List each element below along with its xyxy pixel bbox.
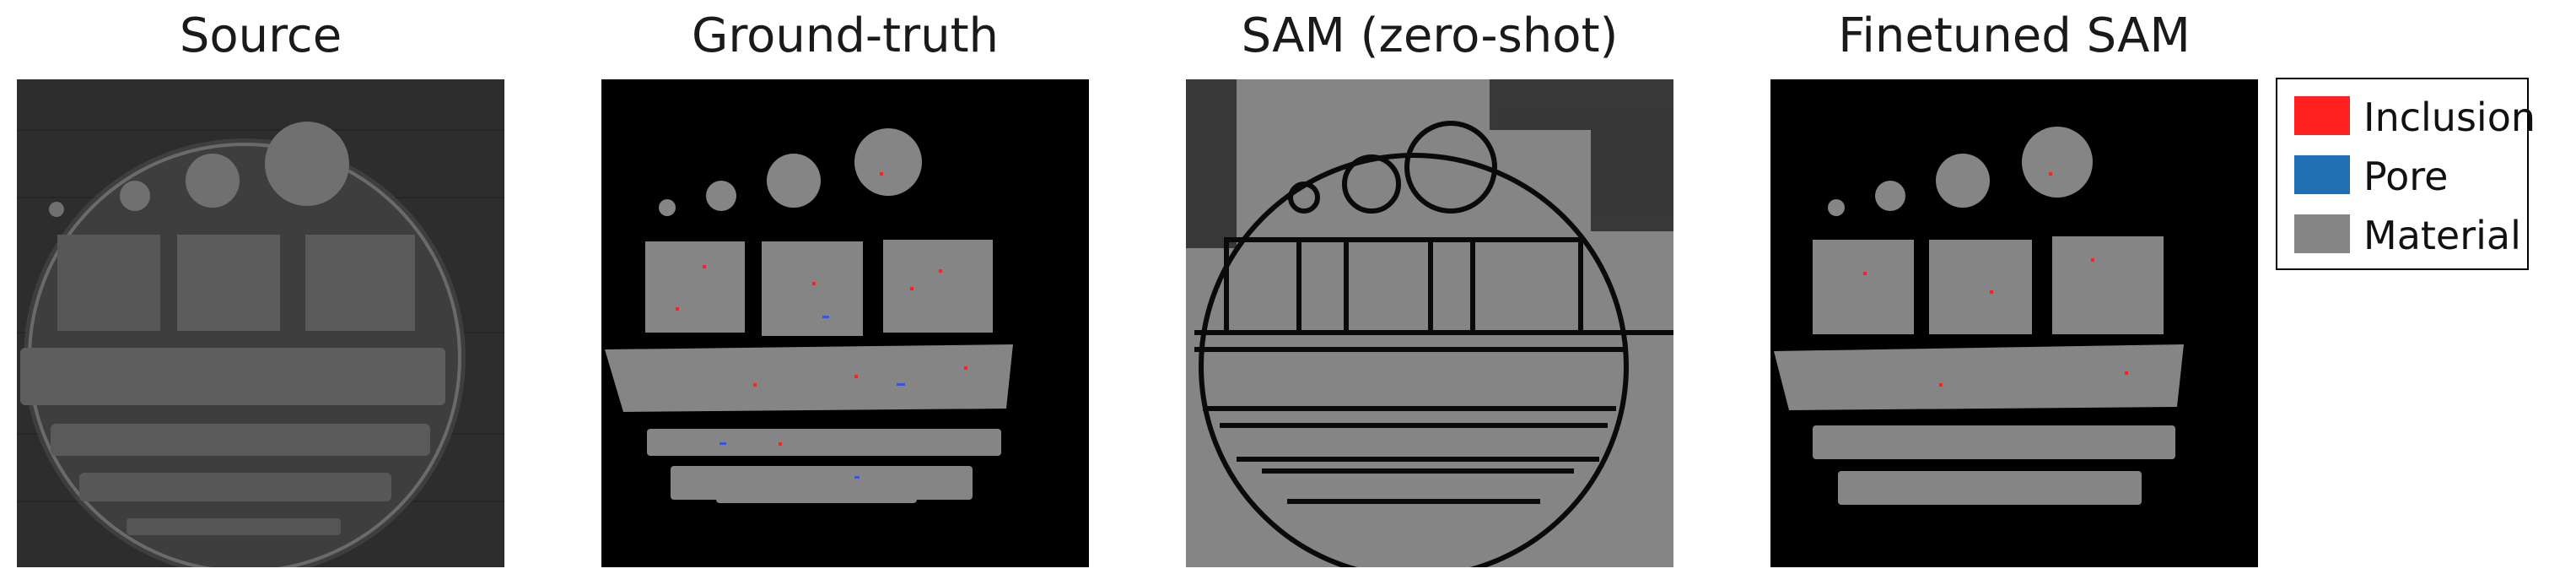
panel-ground-truth: Ground-truth <box>601 0 1089 574</box>
source-image <box>17 79 504 567</box>
panel-title-finetuned-sam: Finetuned SAM <box>1838 8 2191 63</box>
legend-item-inclusion: Inclusion <box>2294 93 2536 140</box>
legend-item-pore: Pore <box>2294 152 2522 199</box>
legend-item-material: Material <box>2294 211 2522 258</box>
panel-source: Source <box>17 0 504 574</box>
legend-swatch-material <box>2294 214 2350 253</box>
panel-title-source: Source <box>179 8 342 63</box>
legend-label-inclusion: Inclusion <box>2363 95 2536 140</box>
sam-zero-shot-image <box>1186 79 1673 567</box>
panel-title-ground-truth: Ground-truth <box>691 8 1000 63</box>
legend-label-material: Material <box>2363 213 2521 258</box>
finetuned-sam-image <box>1770 79 2258 567</box>
legend: Inclusion Pore Material <box>2276 78 2536 270</box>
panel-sam-zero-shot: SAM (zero-shot) <box>1186 0 1673 574</box>
ground-truth-image <box>601 79 1089 567</box>
panel-title-sam-zero-shot: SAM (zero-shot) <box>1241 8 1619 63</box>
legend-swatch-inclusion <box>2294 96 2350 135</box>
panel-finetuned-sam: Finetuned SAM <box>1770 0 2258 574</box>
legend-label-pore: Pore <box>2363 154 2449 199</box>
legend-swatch-pore <box>2294 155 2350 194</box>
